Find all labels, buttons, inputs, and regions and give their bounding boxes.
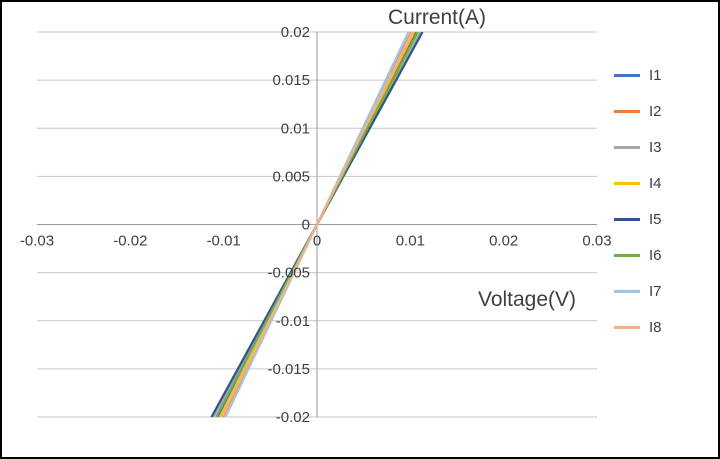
y-tick-label: 0.02: [281, 24, 310, 41]
legend-swatch: [614, 325, 640, 329]
y-tick-label: 0: [302, 217, 310, 234]
y-tick-label: -0.01: [276, 313, 310, 330]
x-tick-label: -0.02: [113, 233, 147, 250]
legend-item: I8: [614, 309, 662, 345]
series-line-I8: [220, 31, 414, 418]
y-tick-label: 0.01: [281, 120, 310, 137]
x-tick-label: -0.03: [20, 233, 54, 250]
legend-swatch: [614, 181, 640, 185]
x-tick-label: 0: [313, 233, 321, 250]
chart-title: Current(A): [387, 6, 487, 29]
legend: I1 I2 I3 I4 I5 I6 I7 I8: [614, 57, 662, 345]
legend-item: I6: [614, 237, 662, 273]
y-tick-label: -0.005: [267, 265, 310, 282]
legend-swatch: [614, 73, 640, 77]
legend-item: I5: [614, 201, 662, 237]
legend-label: I8: [649, 318, 662, 336]
legend-item: I1: [614, 57, 662, 93]
x-tick-label: 0.02: [489, 233, 518, 250]
legend-label: I4: [649, 174, 662, 192]
legend-label: I5: [649, 210, 662, 228]
legend-item: I3: [614, 129, 662, 165]
legend-item: I2: [614, 93, 662, 129]
legend-swatch: [614, 289, 640, 293]
y-tick-label: 0.015: [272, 72, 310, 89]
x-tick-label: 0.01: [396, 233, 425, 250]
legend-swatch: [614, 109, 640, 113]
y-tick-label: 0.005: [272, 168, 310, 185]
legend-swatch: [614, 217, 640, 221]
legend-swatch: [614, 145, 640, 149]
legend-label: I2: [649, 102, 662, 120]
x-tick-label: -0.01: [207, 233, 241, 250]
legend-item: I4: [614, 165, 662, 201]
legend-label: I3: [649, 138, 662, 156]
legend-swatch: [614, 253, 640, 257]
legend-item: I7: [614, 273, 662, 309]
legend-label: I7: [649, 282, 662, 300]
y-tick-label: -0.015: [267, 361, 310, 378]
legend-label: I1: [649, 66, 662, 84]
x-tick-label: 0.03: [582, 233, 611, 250]
legend-label: I6: [649, 246, 662, 264]
x-axis-label: Voltage(V): [477, 288, 577, 311]
y-tick-label: -0.02: [276, 409, 310, 426]
